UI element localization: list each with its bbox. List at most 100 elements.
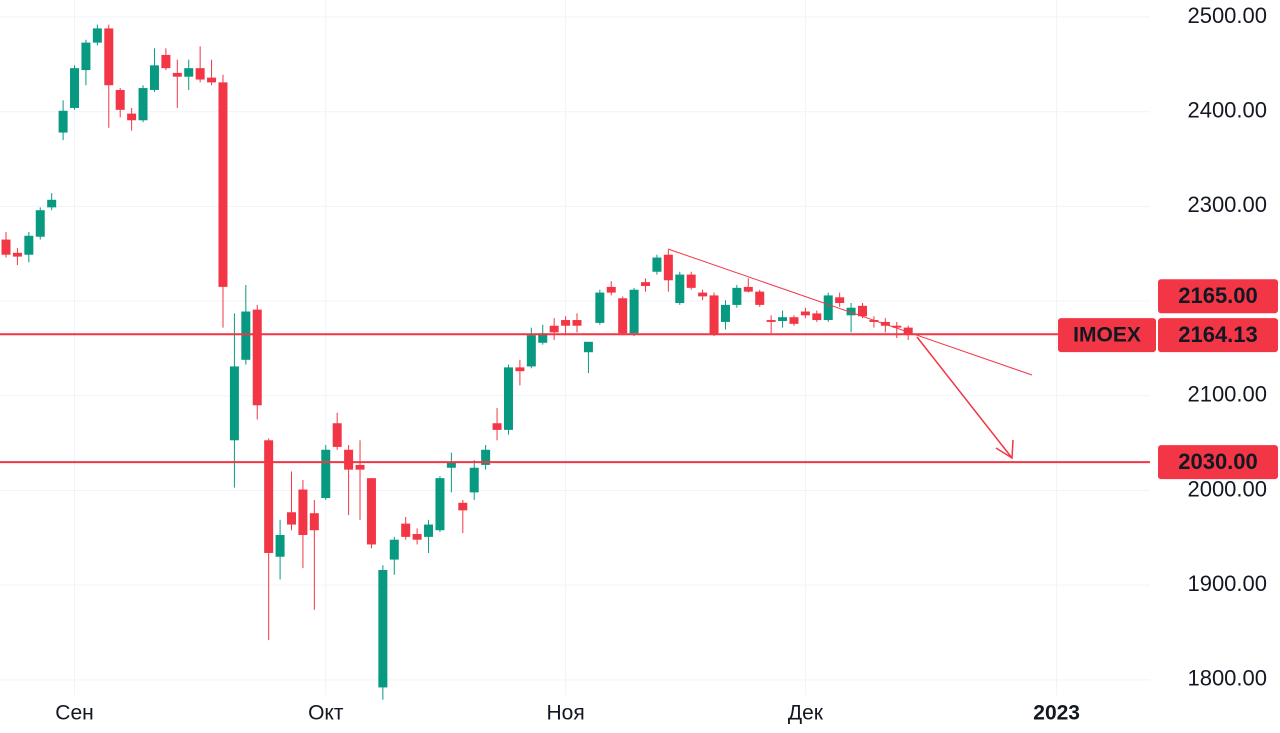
candle-body [858,305,867,317]
last-price-label: 2164.13 [1178,322,1258,347]
candle-body [172,72,182,77]
candle-body [458,502,468,511]
candle-body [846,307,856,316]
candle-body [618,298,628,334]
y-tick-label: 2300.00 [1187,192,1267,217]
x-tick-label: Дек [788,702,824,725]
candle-body [424,524,434,537]
candle-body [766,320,776,322]
candle-body [549,325,559,333]
symbol-label: IMOEX [1073,324,1141,347]
candle-body [47,199,57,208]
candle-body [115,89,125,110]
x-tick-label: Ноя [546,702,584,725]
candle-body [812,313,822,321]
candle-body [492,423,502,430]
y-tick-label: 2400.00 [1187,98,1267,123]
candle-body [389,539,399,560]
candle-body [686,274,696,288]
candle-body [184,68,194,77]
level-label: 2165.00 [1178,283,1258,308]
last-price-box [1158,318,1278,353]
candle-body [732,287,742,305]
y-tick-label: 1800.00 [1187,666,1267,691]
symbol-box [1058,318,1156,353]
candle-body [355,464,365,470]
candle-body [663,254,673,281]
candle-body [366,478,376,545]
trend-line [667,248,1033,376]
candle-body [149,65,159,90]
candle-body [104,28,114,86]
candle-body [252,309,262,406]
candle-body [287,512,296,525]
candle-body [561,320,571,326]
candle-body [138,88,148,121]
candle-body [595,292,605,323]
candle-body [789,317,799,324]
candle-body [720,304,730,322]
candle-body [835,297,845,303]
candle-body [81,42,91,71]
candle-body [207,77,217,83]
candle-body [229,366,239,441]
candle-body [1,239,11,255]
arrow [916,336,1013,459]
candle-body [823,295,833,321]
candle-body [481,449,491,465]
y-tick-label: 1900.00 [1187,571,1267,596]
candle-body [332,423,342,447]
candle-body [92,28,102,43]
candle-body [298,489,308,535]
candle-body [127,113,137,121]
candle-body [70,68,80,108]
y-tick-label: 2000.00 [1187,476,1267,501]
candle-body [218,82,228,287]
candle-body [241,311,251,360]
candle-body [503,367,513,430]
candle-body [24,235,34,255]
candle-body [378,570,388,688]
level-label-box [1158,279,1278,314]
candle-body [903,327,913,336]
candle-body [583,341,593,353]
candle-body [321,449,331,499]
candle-body [641,282,651,286]
candle-body [435,478,445,531]
candle-body [892,325,902,328]
candle-body [12,252,22,257]
grid [0,0,1150,695]
candle-body [526,335,536,367]
candle-body [446,462,456,468]
candle-body [572,320,582,326]
candle-body [35,210,45,237]
arrow-head [995,439,1014,460]
candle-body [469,467,479,493]
candle-body [675,274,685,303]
candle-body [755,291,765,305]
candle-body [309,513,319,531]
candle-body [709,295,719,335]
y-tick-label: 2100.00 [1187,382,1267,407]
candle-body [778,317,788,321]
candle-body [743,286,753,292]
candle-body [800,311,810,316]
level-label-box [1158,445,1278,480]
candle-body [538,333,548,343]
candle-body [275,534,285,557]
x-tick-label: 2023 [1033,702,1080,725]
candle-body [515,367,525,372]
candle-body [264,440,274,553]
y-tick-label: 2500.00 [1187,3,1267,28]
candle-body [698,292,708,297]
candle-body [412,534,422,540]
candle-body [401,523,411,537]
candle-body [195,68,205,80]
candles [1,24,913,700]
candle-body [869,320,879,322]
candle-body [652,257,662,272]
x-tick-label: Сен [55,702,93,725]
